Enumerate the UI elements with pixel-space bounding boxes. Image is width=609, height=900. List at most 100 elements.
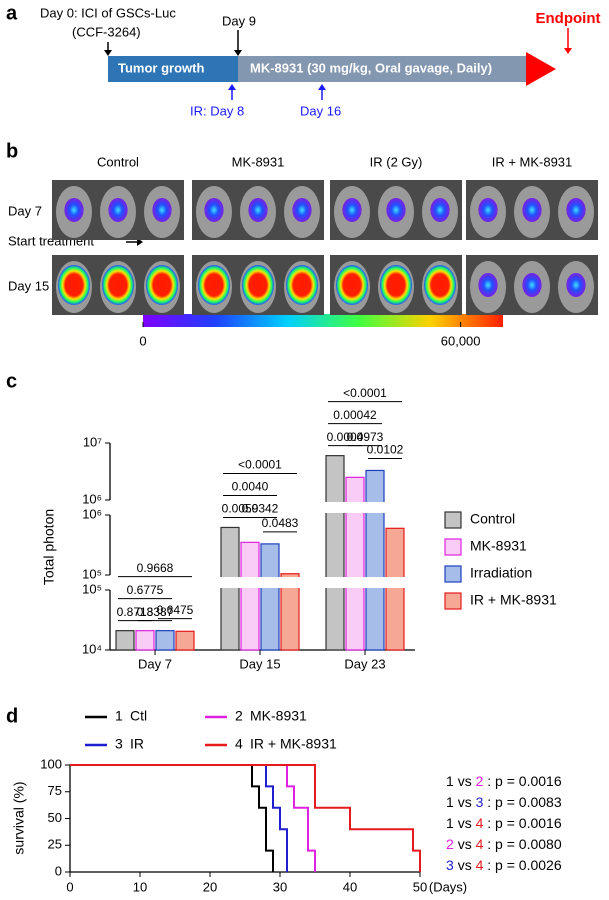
comparison-part: 3 (446, 857, 454, 873)
x-tick-label: Day 23 (344, 656, 385, 671)
signal (430, 198, 450, 222)
p-value: 0.0483 (262, 516, 299, 530)
legend-label: Control (470, 511, 515, 527)
row-label: Day 7 (8, 203, 42, 218)
y-tick-label: 10⁵ (82, 581, 102, 596)
comparison-part: : (487, 836, 491, 852)
column-label: IR + MK-8931 (492, 154, 573, 169)
x-tick-label: 10 (133, 879, 147, 894)
phase-label: MK-8931 (30 mg/kg, Oral gavage, Daily) (250, 60, 492, 75)
y-tick-label: 75 (48, 783, 62, 798)
comparison-part: p = (495, 815, 515, 831)
comparison-part: 0.0016 (519, 773, 562, 789)
survival-curve (70, 764, 421, 872)
p-value: 0.8387 (137, 605, 174, 619)
comparison-part: vs (458, 815, 472, 831)
signal (198, 265, 230, 305)
signal (248, 198, 268, 222)
comparison-part: p = (495, 794, 515, 810)
survival-curve (70, 764, 316, 872)
p-value: 0.00042 (333, 408, 377, 422)
comparison: 1 vs 2 : p = 0.0016 (446, 773, 562, 789)
p-value: 0.0040 (232, 480, 269, 494)
bar (135, 630, 155, 651)
comparison-part: p = (495, 857, 515, 873)
arrow-head (318, 84, 326, 90)
column-label: IR (2 Gy) (370, 154, 423, 169)
p-value: 0.0059 (222, 502, 259, 516)
y-axis-label: survival (%) (11, 781, 27, 854)
signal (522, 273, 542, 297)
phase-bar (108, 56, 238, 82)
arrow-head (228, 84, 236, 90)
ir-day: Day 16 (300, 103, 341, 118)
cell-line: (CCF-3264) (72, 24, 141, 39)
bar (365, 469, 385, 651)
comparison-part: : (487, 815, 491, 831)
signal (566, 273, 586, 297)
survival-curve (70, 764, 288, 872)
legend-label: IR + MK-8931 (250, 736, 337, 752)
legend-swatch (444, 592, 462, 610)
comparison-part: 0.0080 (519, 836, 562, 852)
signal (478, 273, 498, 297)
panel-letter: b (6, 140, 18, 162)
comparison-part: 4 (476, 857, 484, 873)
signal (336, 265, 368, 305)
panel-letter: c (6, 370, 17, 392)
y-axis-label: Total photon (41, 509, 57, 585)
y-tick-label: 0 (55, 863, 62, 878)
comparison-part: 2 (446, 836, 454, 852)
bar (155, 630, 175, 651)
signal (292, 198, 312, 222)
comparison: 3 vs 4 : p = 0.0026 (446, 857, 562, 873)
comparison-part: 0.0016 (519, 815, 562, 831)
bar (115, 630, 135, 651)
signal (152, 198, 172, 222)
row-label: Day 15 (8, 278, 49, 293)
legend-number: 3 (115, 736, 123, 752)
x-tick-label: 30 (273, 879, 287, 894)
signal (478, 198, 498, 222)
colorbar (143, 314, 503, 327)
arrow-head (104, 50, 112, 56)
x-tick-label: 20 (203, 879, 217, 894)
column-label: MK-8931 (232, 154, 285, 169)
p-value: 0.0342 (242, 502, 279, 516)
signal (108, 198, 128, 222)
bar (385, 527, 405, 651)
legend-label: MK-8931 (250, 708, 307, 724)
bar (220, 526, 240, 651)
phase-label: Tumor growth (118, 60, 204, 75)
comparison-part: 3 (476, 794, 484, 810)
y-tick-label: 10⁶ (82, 506, 102, 521)
comparison-part: vs (458, 857, 472, 873)
comparison-part: 1 (446, 794, 454, 810)
bar (280, 573, 300, 651)
y-tick-label: 10⁷ (83, 434, 102, 449)
bar (175, 630, 195, 651)
signal (286, 265, 318, 305)
y-tick-label: 10⁵ (82, 566, 102, 581)
x-tick-label: 40 (343, 879, 357, 894)
signal (58, 265, 90, 305)
p-value: 0.9668 (137, 561, 174, 575)
signal (424, 265, 456, 305)
comparison-part: 0.0026 (519, 857, 562, 873)
colorbar-label: 0 (139, 333, 146, 348)
legend-label: IR + MK-8931 (470, 592, 557, 608)
p-value: <0.0001 (343, 386, 387, 400)
ir-day: IR: Day 8 (190, 103, 244, 118)
comparison: 2 vs 4 : p = 0.0080 (446, 836, 562, 852)
bar (260, 543, 280, 651)
signal (146, 265, 178, 305)
x-tick-label: Day 15 (239, 656, 280, 671)
legend-number: 2 (235, 708, 243, 724)
legend-number: 1 (115, 708, 123, 724)
bar (345, 476, 365, 651)
comparison-part: 0.0083 (519, 794, 562, 810)
arrow-head (564, 48, 572, 54)
signal (566, 198, 586, 222)
day9: Day 9 (222, 13, 256, 28)
